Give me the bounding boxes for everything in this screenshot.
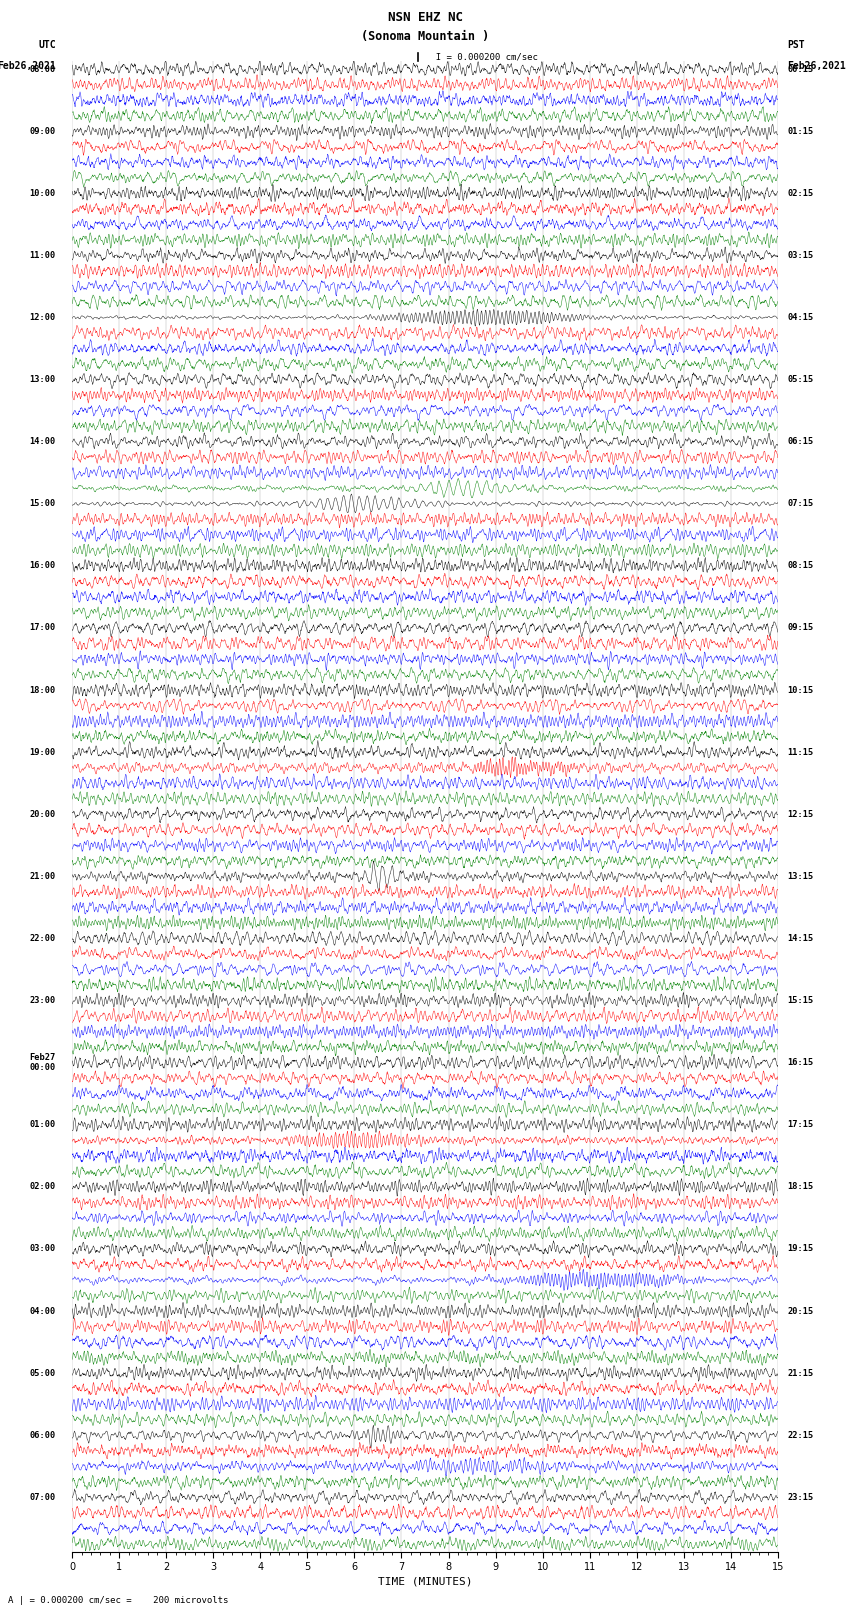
Text: 13:00: 13:00 — [30, 376, 56, 384]
Text: NSN EHZ NC: NSN EHZ NC — [388, 11, 462, 24]
Text: (Sonoma Mountain ): (Sonoma Mountain ) — [361, 31, 489, 44]
Text: 00:15: 00:15 — [787, 65, 813, 74]
Text: 18:00: 18:00 — [30, 686, 56, 695]
Text: 18:15: 18:15 — [787, 1182, 813, 1192]
Text: 01:00: 01:00 — [30, 1121, 56, 1129]
Text: 02:15: 02:15 — [787, 189, 813, 198]
Text: 10:00: 10:00 — [30, 189, 56, 198]
Text: 11:00: 11:00 — [30, 252, 56, 260]
Text: 04:15: 04:15 — [787, 313, 813, 323]
Text: 17:15: 17:15 — [787, 1121, 813, 1129]
Text: Feb27
00:00: Feb27 00:00 — [30, 1053, 56, 1073]
Text: 07:15: 07:15 — [787, 500, 813, 508]
Text: A | = 0.000200 cm/sec =    200 microvolts: A | = 0.000200 cm/sec = 200 microvolts — [8, 1595, 229, 1605]
Text: 23:00: 23:00 — [30, 997, 56, 1005]
Text: 14:00: 14:00 — [30, 437, 56, 447]
Text: 06:15: 06:15 — [787, 437, 813, 447]
Text: Feb26,2021: Feb26,2021 — [0, 61, 56, 71]
Text: 12:15: 12:15 — [787, 810, 813, 819]
Text: 05:00: 05:00 — [30, 1369, 56, 1378]
Text: 15:00: 15:00 — [30, 500, 56, 508]
Text: 13:15: 13:15 — [787, 873, 813, 881]
Text: Feb26,2021: Feb26,2021 — [787, 61, 846, 71]
Text: 20:00: 20:00 — [30, 810, 56, 819]
Text: 15:15: 15:15 — [787, 997, 813, 1005]
Text: 01:15: 01:15 — [787, 127, 813, 135]
Text: 22:15: 22:15 — [787, 1431, 813, 1440]
Text: 02:00: 02:00 — [30, 1182, 56, 1192]
Text: 08:15: 08:15 — [787, 561, 813, 571]
Text: 03:00: 03:00 — [30, 1245, 56, 1253]
Text: PST: PST — [787, 40, 805, 50]
Text: 21:00: 21:00 — [30, 873, 56, 881]
Text: 21:15: 21:15 — [787, 1369, 813, 1378]
Text: 22:00: 22:00 — [30, 934, 56, 944]
Text: 23:15: 23:15 — [787, 1494, 813, 1502]
Text: 19:15: 19:15 — [787, 1245, 813, 1253]
Text: 06:00: 06:00 — [30, 1431, 56, 1440]
Text: 08:00: 08:00 — [30, 65, 56, 74]
Text: I = 0.000200 cm/sec: I = 0.000200 cm/sec — [425, 52, 538, 61]
Text: 16:00: 16:00 — [30, 561, 56, 571]
Text: 12:00: 12:00 — [30, 313, 56, 323]
Text: 03:15: 03:15 — [787, 252, 813, 260]
Text: 14:15: 14:15 — [787, 934, 813, 944]
Text: 19:00: 19:00 — [30, 748, 56, 756]
Text: 11:15: 11:15 — [787, 748, 813, 756]
Text: 07:00: 07:00 — [30, 1494, 56, 1502]
Text: 20:15: 20:15 — [787, 1307, 813, 1316]
Text: 16:15: 16:15 — [787, 1058, 813, 1068]
Text: 04:00: 04:00 — [30, 1307, 56, 1316]
Text: 10:15: 10:15 — [787, 686, 813, 695]
Text: 09:00: 09:00 — [30, 127, 56, 135]
Text: 09:15: 09:15 — [787, 624, 813, 632]
Text: 05:15: 05:15 — [787, 376, 813, 384]
Text: UTC: UTC — [38, 40, 56, 50]
X-axis label: TIME (MINUTES): TIME (MINUTES) — [377, 1576, 473, 1586]
Text: 17:00: 17:00 — [30, 624, 56, 632]
